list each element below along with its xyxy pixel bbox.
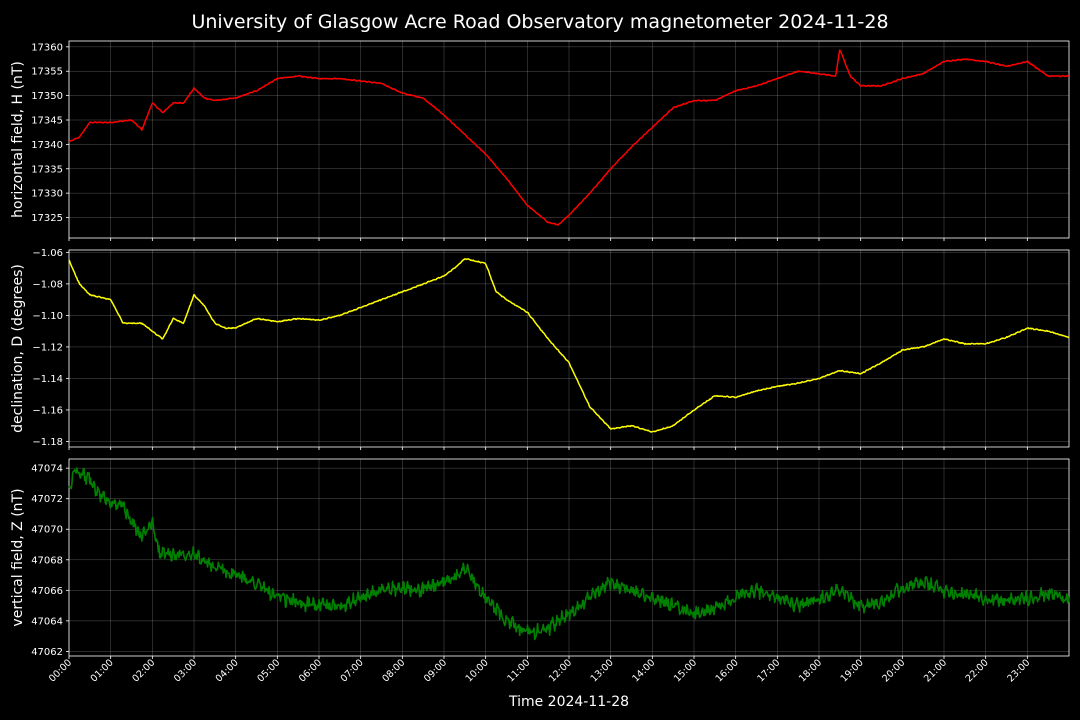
vertical-field-panel: 47062 47064 47066 47068 47070 47072 47074 verti…	[10, 458, 1070, 659]
y-tick-label: −1.12	[32, 342, 63, 353]
y-tick-label: 17335	[31, 164, 63, 175]
y-axis-label: declination, D (degrees)	[10, 264, 26, 433]
x-tick-label: 15:00	[672, 657, 699, 684]
y-tick-label: −1.14	[32, 374, 63, 385]
x-tick-label: 22:00	[964, 657, 991, 684]
x-tick-label: 23:00	[1005, 657, 1032, 684]
time-axis-ticks: 00:00 01:00 02:00 03:00 04:00 05:00 06:00 07:00…	[47, 657, 1032, 684]
plot-area	[68, 249, 1070, 448]
y-tick-label: 17340	[31, 140, 63, 151]
series-line	[68, 258, 1070, 433]
x-tick-label: 20:00	[880, 657, 907, 684]
x-tick-label: 16:00	[714, 657, 741, 684]
y-tick-label: 17345	[31, 115, 63, 126]
x-tick-label: 02:00	[130, 657, 157, 684]
y-tick-label: 47066	[31, 586, 63, 597]
y-axis-label: horizontal field, H (nT)	[10, 61, 26, 218]
x-tick-label: 05:00	[255, 657, 282, 684]
x-tick-label: 04:00	[214, 657, 241, 684]
horizontal-field-panel: 17325 17330 17335 17340 17345 17350 17355 17360…	[10, 40, 1070, 241]
y-tick-label: 17330	[31, 189, 63, 200]
y-tick-label: 47070	[31, 525, 63, 536]
y-tick-label: −1.18	[32, 437, 63, 448]
x-tick-label: 13:00	[589, 657, 616, 684]
x-tick-label: 07:00	[339, 657, 366, 684]
y-tick-label: 47072	[31, 494, 63, 505]
y-tick-label: −1.10	[32, 311, 63, 322]
declination-panel: −1.18 −1.16 −1.14 −1.12 −1.10 −1.08 −1.06 decli…	[10, 248, 1070, 450]
x-tick-label: 01:00	[89, 657, 116, 684]
y-tick-label: 47062	[31, 647, 63, 658]
y-tick-label: 17355	[31, 67, 63, 78]
x-tick-label: 21:00	[922, 657, 949, 684]
x-tick-label: 00:00	[47, 657, 74, 684]
series-line	[68, 467, 1070, 641]
y-tick-label: 17360	[31, 42, 63, 53]
x-tick-label: 11:00	[505, 657, 532, 684]
x-tick-label: 06:00	[297, 657, 324, 684]
y-tick-label: 47068	[31, 555, 63, 566]
y-tick-label: −1.16	[32, 405, 63, 416]
plot-area	[68, 40, 1070, 239]
x-axis-label: Time 2024-11-28	[508, 694, 629, 710]
y-tick-label: −1.08	[32, 279, 63, 290]
figure-title: University of Glasgow Acre Road Observat…	[191, 11, 888, 33]
y-axis-label: vertical field, Z (nT)	[10, 488, 26, 626]
x-tick-label: 14:00	[630, 657, 657, 684]
y-tick-label: 17325	[31, 213, 63, 224]
y-tick-label: 47064	[31, 616, 63, 627]
x-tick-label: 09:00	[422, 657, 449, 684]
y-tick-label: −1.06	[32, 248, 63, 259]
x-tick-label: 12:00	[547, 657, 574, 684]
x-tick-label: 19:00	[839, 657, 866, 684]
x-tick-label: 08:00	[380, 657, 407, 684]
y-tick-label: 17350	[31, 91, 63, 102]
series-line	[68, 49, 1070, 226]
x-tick-label: 17:00	[755, 657, 782, 684]
x-tick-label: 10:00	[464, 657, 491, 684]
x-tick-label: 18:00	[797, 657, 824, 684]
y-tick-label: 47074	[31, 464, 63, 475]
x-tick-label: 03:00	[172, 657, 199, 684]
